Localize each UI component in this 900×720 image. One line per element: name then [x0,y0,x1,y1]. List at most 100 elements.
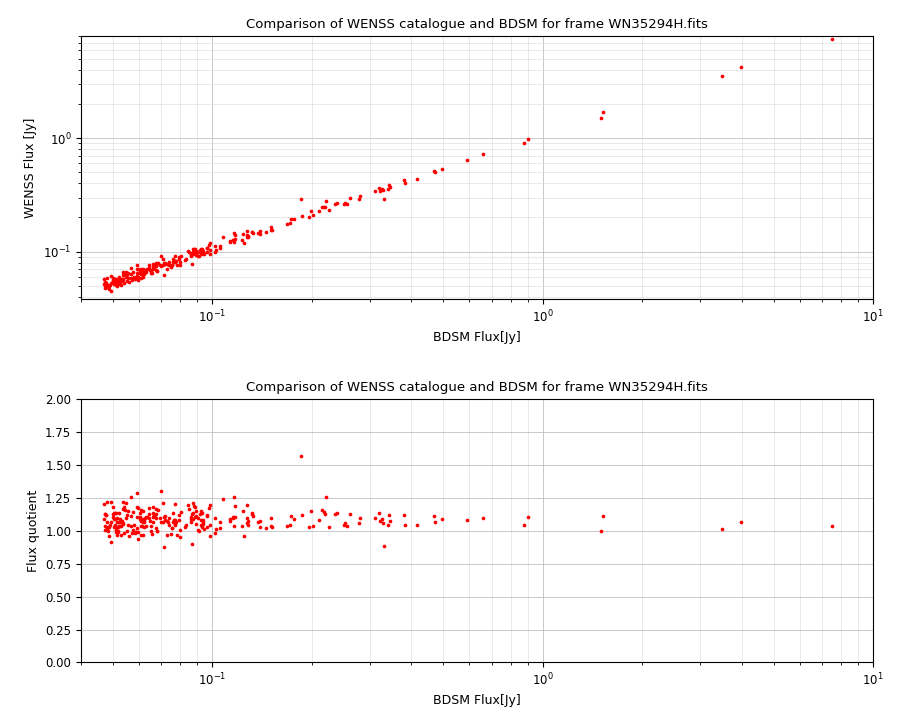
Point [139,520,153,531]
Point [100,279,114,290]
Point [129,272,143,284]
Point [213,516,228,528]
Point [97,498,112,510]
Point [129,272,143,284]
Point [120,270,134,282]
Point [178,522,193,534]
Point [101,280,115,292]
Point [435,513,449,525]
Point [184,258,199,270]
Point [428,166,443,178]
Point [253,225,267,237]
Point [195,248,210,260]
Point [343,508,357,519]
Point [265,224,279,235]
Point [187,243,202,255]
Point [172,253,186,265]
Point [116,496,130,508]
Point [240,232,255,243]
Point [200,242,214,253]
Point [283,520,297,531]
Point [245,508,259,519]
Point [188,247,202,258]
Point [306,520,320,531]
Point [123,510,138,522]
Point [112,274,127,285]
Point [162,520,176,531]
Point [329,507,344,518]
Point [328,198,343,210]
Point [227,491,241,503]
Point [166,516,180,528]
Point [428,516,443,528]
Point [169,516,184,528]
Point [239,230,254,241]
Point [115,274,130,286]
Point [192,251,206,262]
Point [111,516,125,528]
Point [133,266,148,277]
Point [182,503,196,515]
Point [185,247,200,258]
Point [156,497,170,508]
Point [121,505,135,516]
Point [166,508,180,519]
Point [130,267,144,279]
Point [265,521,279,533]
Point [170,529,184,541]
Point [122,276,136,288]
Point [193,244,207,256]
Point [293,450,308,462]
Point [202,519,217,531]
Point [134,272,148,284]
Point [197,523,211,535]
Point [149,265,164,276]
Point [195,521,210,533]
Point [112,507,126,518]
Point [376,184,391,196]
Point [172,252,186,264]
Point [135,520,149,531]
Point [203,530,218,541]
Point [104,285,119,297]
Point [130,264,144,275]
Point [126,272,140,284]
Point [191,524,205,536]
Point [111,521,125,533]
Point [108,273,122,284]
Point [109,279,123,290]
Point [178,519,193,531]
Point [111,275,125,287]
Point [517,137,531,148]
Point [148,522,163,534]
Point [337,519,351,531]
Point [146,260,160,271]
Point [115,518,130,530]
Point [137,521,151,533]
Point [130,522,144,534]
Point [208,527,222,539]
Point [353,191,367,202]
Point [150,505,165,516]
Point [129,526,143,537]
Point [188,501,202,513]
Point [194,514,208,526]
Point [186,246,201,258]
Point [208,512,222,523]
Point [368,186,382,197]
Point [147,261,161,272]
Point [203,499,218,510]
Point [107,276,122,287]
Point [251,227,266,238]
Point [137,266,151,278]
Point [154,251,168,262]
Point [328,508,343,520]
Point [124,492,139,503]
Point [107,513,122,525]
Point [136,266,150,277]
Point [120,266,134,277]
Point [264,224,278,235]
Point [227,520,241,531]
Point [153,516,167,528]
Point [108,526,122,537]
